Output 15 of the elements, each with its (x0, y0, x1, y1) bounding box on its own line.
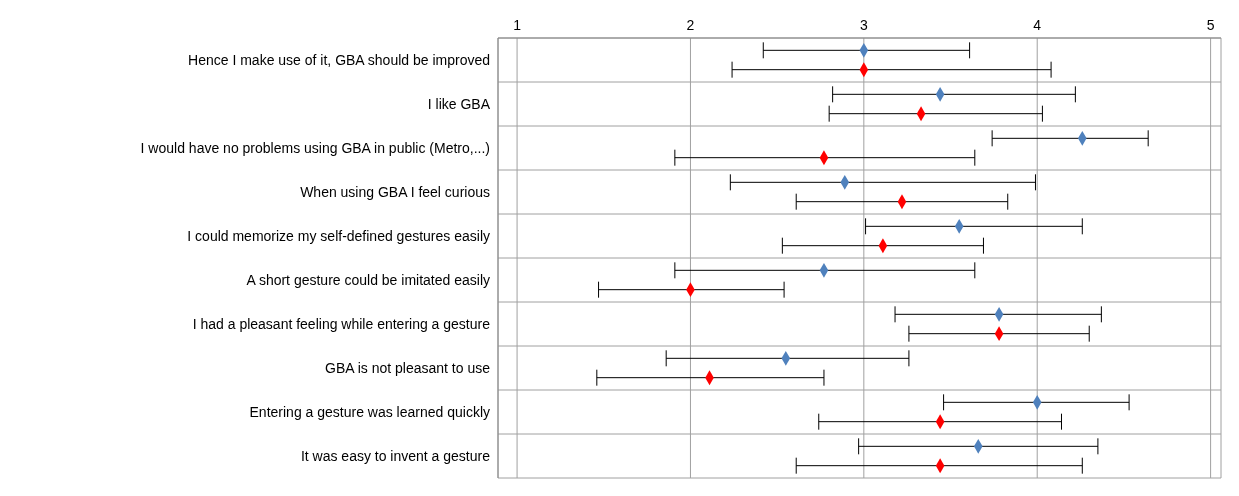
y-tick-label: Entering a gesture was learned quickly (249, 403, 490, 420)
y-tick-label: A short gesture could be imitated easily (246, 271, 490, 288)
y-tick-label: I like GBA (427, 95, 491, 112)
y-tick-label: When using GBA I feel curious (300, 183, 490, 200)
y-tick-label: I could memorize my self-defined gestures easily (187, 227, 490, 244)
y-tick-label: I had a pleasant feeling while entering a gesture (192, 315, 491, 332)
y-tick-label: GBA is not pleasant to use (325, 359, 491, 376)
y-tick-label: Hence I make use of it, GBA should be improved (188, 51, 490, 68)
x-tick-label: 1 (513, 17, 522, 33)
x-tick-label: 2 (686, 17, 695, 33)
x-tick-label: 4 (1033, 17, 1042, 33)
x-tick-label: 5 (1206, 17, 1215, 33)
y-tick-label: I would have no problems using GBA in public (Metro,...) (140, 139, 490, 156)
x-tick-label: 3 (859, 17, 868, 33)
y-tick-label: It was easy to invent a gesture (300, 447, 491, 464)
